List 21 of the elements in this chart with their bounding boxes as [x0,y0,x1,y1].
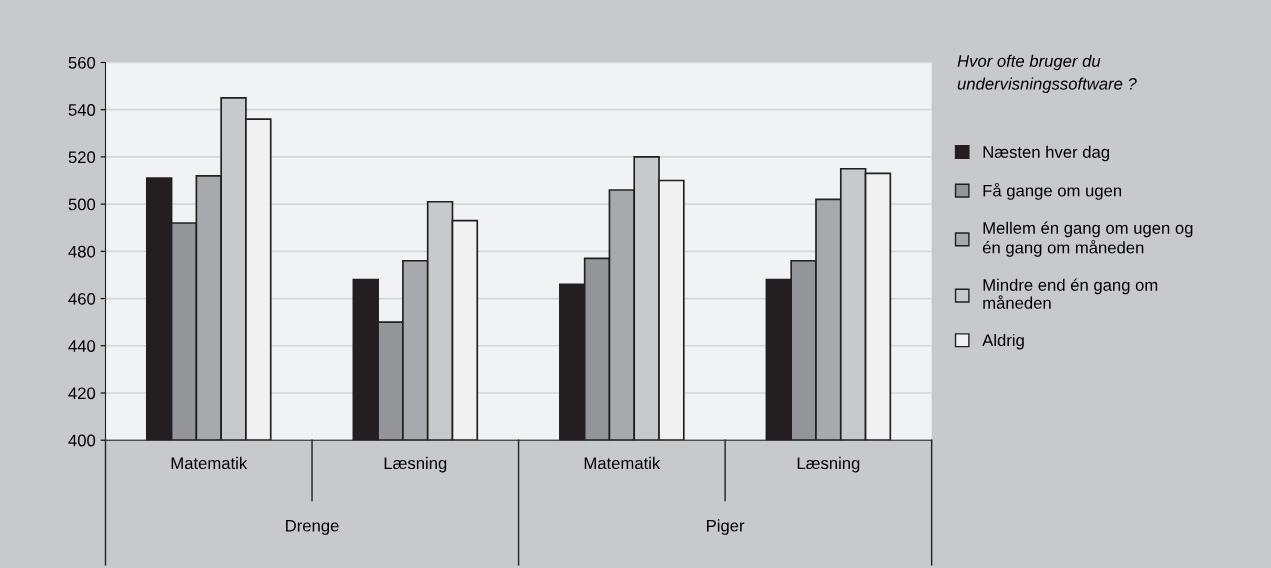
y-tick-label: 400 [68,434,96,447]
y-tick-label: 520 [68,151,96,164]
y-tick-label: 540 [68,104,96,116]
y-tick-label: 420 [68,387,96,400]
y-tick-label: 500 [68,198,96,211]
text: Drenge [286,519,339,535]
y-tick-label: 460 [68,292,96,305]
legend-label: Mindre end én gang om måneden [983,278,1158,309]
x-tick-label: Matematik [584,456,661,470]
y-tick-label: 480 [68,245,96,258]
y-tick-label: 440 [68,340,96,352]
legend-title: Hvor ofte bruger du undervisningssoftware ? [957,54,1137,93]
legend-label: Næsten hver dag [983,145,1109,162]
x-tick-label: Læsning [797,456,860,473]
y-tick-label: 560 [68,56,96,69]
x-tick-label: Matematik [171,456,248,470]
legend-label: Få gange om ugen [983,182,1122,200]
legend-label: Mellem én gang om ugen og én gang om måneden [982,221,1193,257]
legend-label: Aldrig [982,333,1024,350]
text: Piger [707,519,745,535]
x-tick-label: Læsning [384,456,447,473]
